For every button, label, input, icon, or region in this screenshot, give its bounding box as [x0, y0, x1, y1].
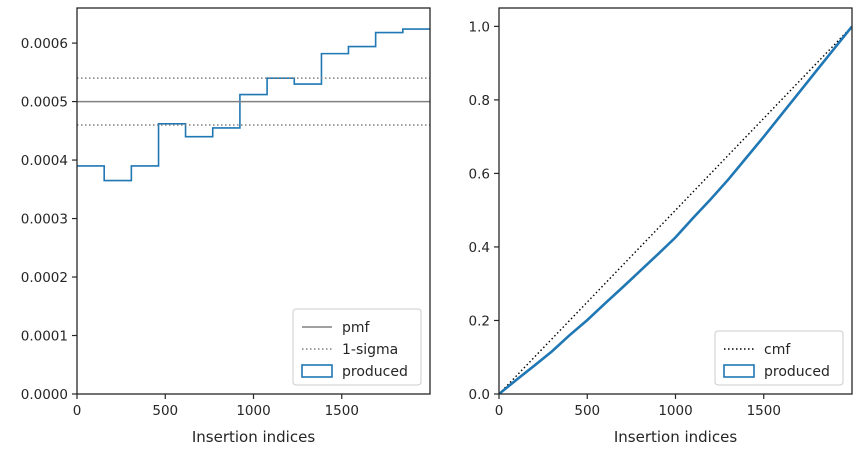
x-axis-label: Insertion indices — [192, 428, 315, 446]
left-chart-panel: 0 500 1000 1500 0.0000 0.0001 0.0002 0.0003 0.00… — [21, 7, 431, 446]
x-tick-label: 1000 — [236, 403, 270, 419]
x-tick-label: 0 — [495, 403, 504, 419]
y-tick-label: 0.6 — [469, 166, 490, 182]
x-tick-label: 0 — [73, 403, 82, 419]
legend-box — [714, 330, 844, 386]
y-tick-label: 0.0002 — [21, 270, 68, 286]
y-tick-label: 0.0004 — [21, 153, 68, 169]
x-axis-label: Insertion indices — [614, 428, 737, 446]
legend-label: produced — [342, 364, 408, 380]
y-tick-label: 0.0000 — [21, 387, 68, 403]
y-tick-label: 1.0 — [469, 19, 490, 35]
x-tick-label: 1500 — [747, 403, 781, 419]
legend-label: produced — [764, 364, 830, 380]
legend-label: 1-sigma — [342, 342, 398, 358]
plot-area — [77, 28, 430, 182]
produced-histogram-step — [77, 28, 430, 182]
legend-label: pmf — [342, 320, 371, 336]
y-tick-label: 0.0006 — [21, 36, 68, 52]
x-tick-label: 1500 — [325, 403, 359, 419]
legend-handle-produced — [723, 364, 755, 378]
legend-handle-produced — [301, 364, 333, 378]
plot-area — [499, 25, 852, 394]
y-tick-label: 0.0003 — [21, 212, 68, 228]
legend-box — [292, 308, 422, 386]
x-tick-label: 500 — [574, 403, 600, 419]
y-tick-label: 0.4 — [469, 240, 490, 256]
right-chart-panel: 0 500 1000 1500 0.0 0.2 0.4 0.6 0.8 1.0 Insertion … — [469, 7, 853, 446]
y-tick-label: 0.0 — [469, 387, 490, 403]
legend-label: cmf — [764, 342, 791, 358]
y-tick-label: 0.0005 — [21, 95, 68, 111]
x-tick-label: 1000 — [658, 403, 692, 419]
y-tick-label: 0.2 — [469, 313, 490, 329]
y-tick-label: 0.0001 — [21, 329, 68, 345]
y-tick-label: 0.8 — [469, 93, 490, 109]
produced-cumulative-line — [499, 25, 852, 394]
cmf-line — [499, 25, 852, 394]
x-tick-label: 500 — [152, 403, 178, 419]
